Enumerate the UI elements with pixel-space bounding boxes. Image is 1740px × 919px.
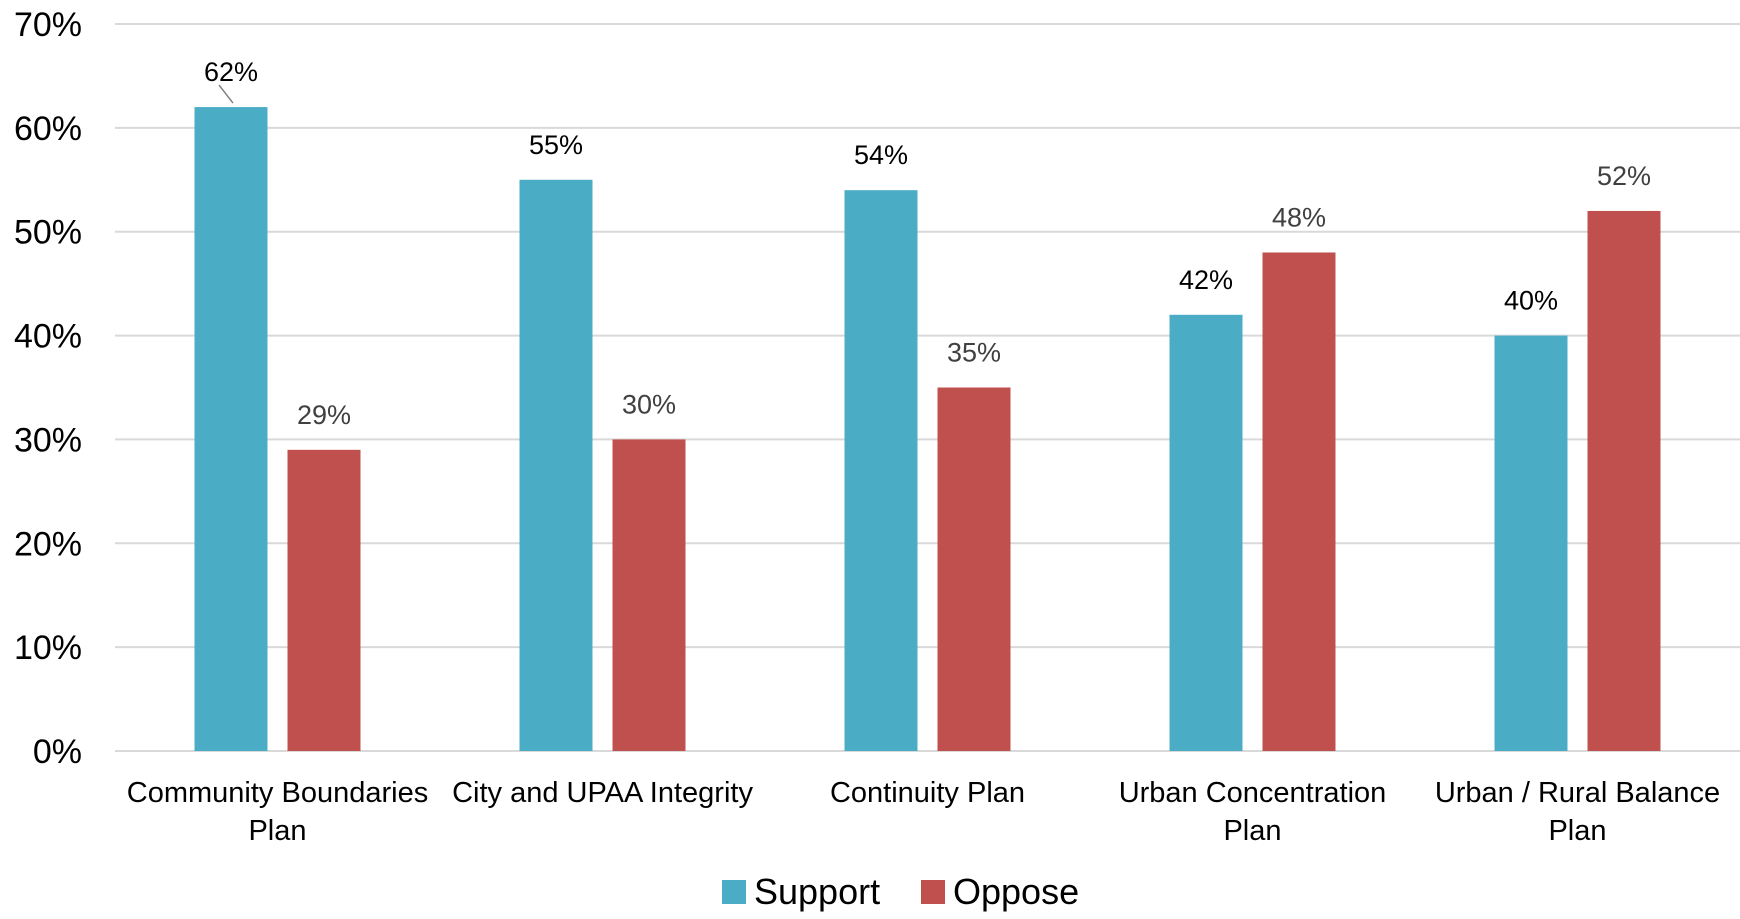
y-tick-label: 70% <box>14 6 82 44</box>
oppose-data-label: 30% <box>622 389 676 419</box>
support-data-label: 54% <box>854 140 908 170</box>
oppose-legend-label: Oppose <box>953 871 1079 912</box>
y-tick-label: 60% <box>14 110 82 148</box>
support-data-label: 55% <box>529 130 583 160</box>
y-axis: 0% 10% 20% 30% 40% 50% 60% 70% <box>14 6 82 771</box>
support-data-label: 40% <box>1504 286 1558 316</box>
x-category-label: Plan <box>1548 815 1606 847</box>
support-legend-label: Support <box>754 871 880 912</box>
label-leader-line <box>218 84 234 104</box>
x-category-label: Urban / Rural Balance <box>1435 777 1720 809</box>
y-tick-label: 10% <box>14 629 82 667</box>
support-bar <box>844 190 918 751</box>
support-bar <box>1169 314 1243 751</box>
x-category-label: Urban Concentration <box>1119 777 1387 809</box>
x-category-label: Continuity Plan <box>830 777 1025 809</box>
y-tick-label: 0% <box>33 733 82 771</box>
oppose-bar <box>1262 252 1336 751</box>
support-bar <box>194 107 268 752</box>
x-category-label: Plan <box>248 815 306 847</box>
oppose-bar <box>1587 210 1661 751</box>
support-legend-swatch <box>722 880 746 904</box>
data-labels: 62% 29% 55% 30% 54% 35% 42% 48% 40% 52% <box>204 57 1651 430</box>
y-tick-label: 50% <box>14 214 82 252</box>
y-tick-label: 40% <box>14 318 82 356</box>
oppose-bar <box>612 439 686 751</box>
x-axis: Community Boundaries Plan City and UPAA In… <box>127 777 1720 847</box>
oppose-legend-swatch <box>921 880 945 904</box>
oppose-data-label: 52% <box>1597 161 1651 191</box>
x-category-label: Plan <box>1223 815 1281 847</box>
gridlines <box>115 23 1740 752</box>
support-data-label: 42% <box>1179 265 1233 295</box>
oppose-data-label: 29% <box>297 400 351 430</box>
y-tick-label: 30% <box>14 421 82 459</box>
bars <box>194 107 1661 752</box>
oppose-bar <box>937 387 1011 751</box>
y-tick-label: 20% <box>14 525 82 563</box>
legend: Support Oppose <box>722 871 1079 912</box>
oppose-data-label: 35% <box>947 338 1001 368</box>
support-bar <box>1494 335 1568 751</box>
support-data-label: 62% <box>204 57 258 87</box>
oppose-bar <box>287 449 361 751</box>
x-category-label: Community Boundaries <box>127 777 428 809</box>
x-category-label: City and UPAA Integrity <box>452 777 753 809</box>
oppose-data-label: 48% <box>1272 202 1326 232</box>
support-bar <box>519 179 593 752</box>
